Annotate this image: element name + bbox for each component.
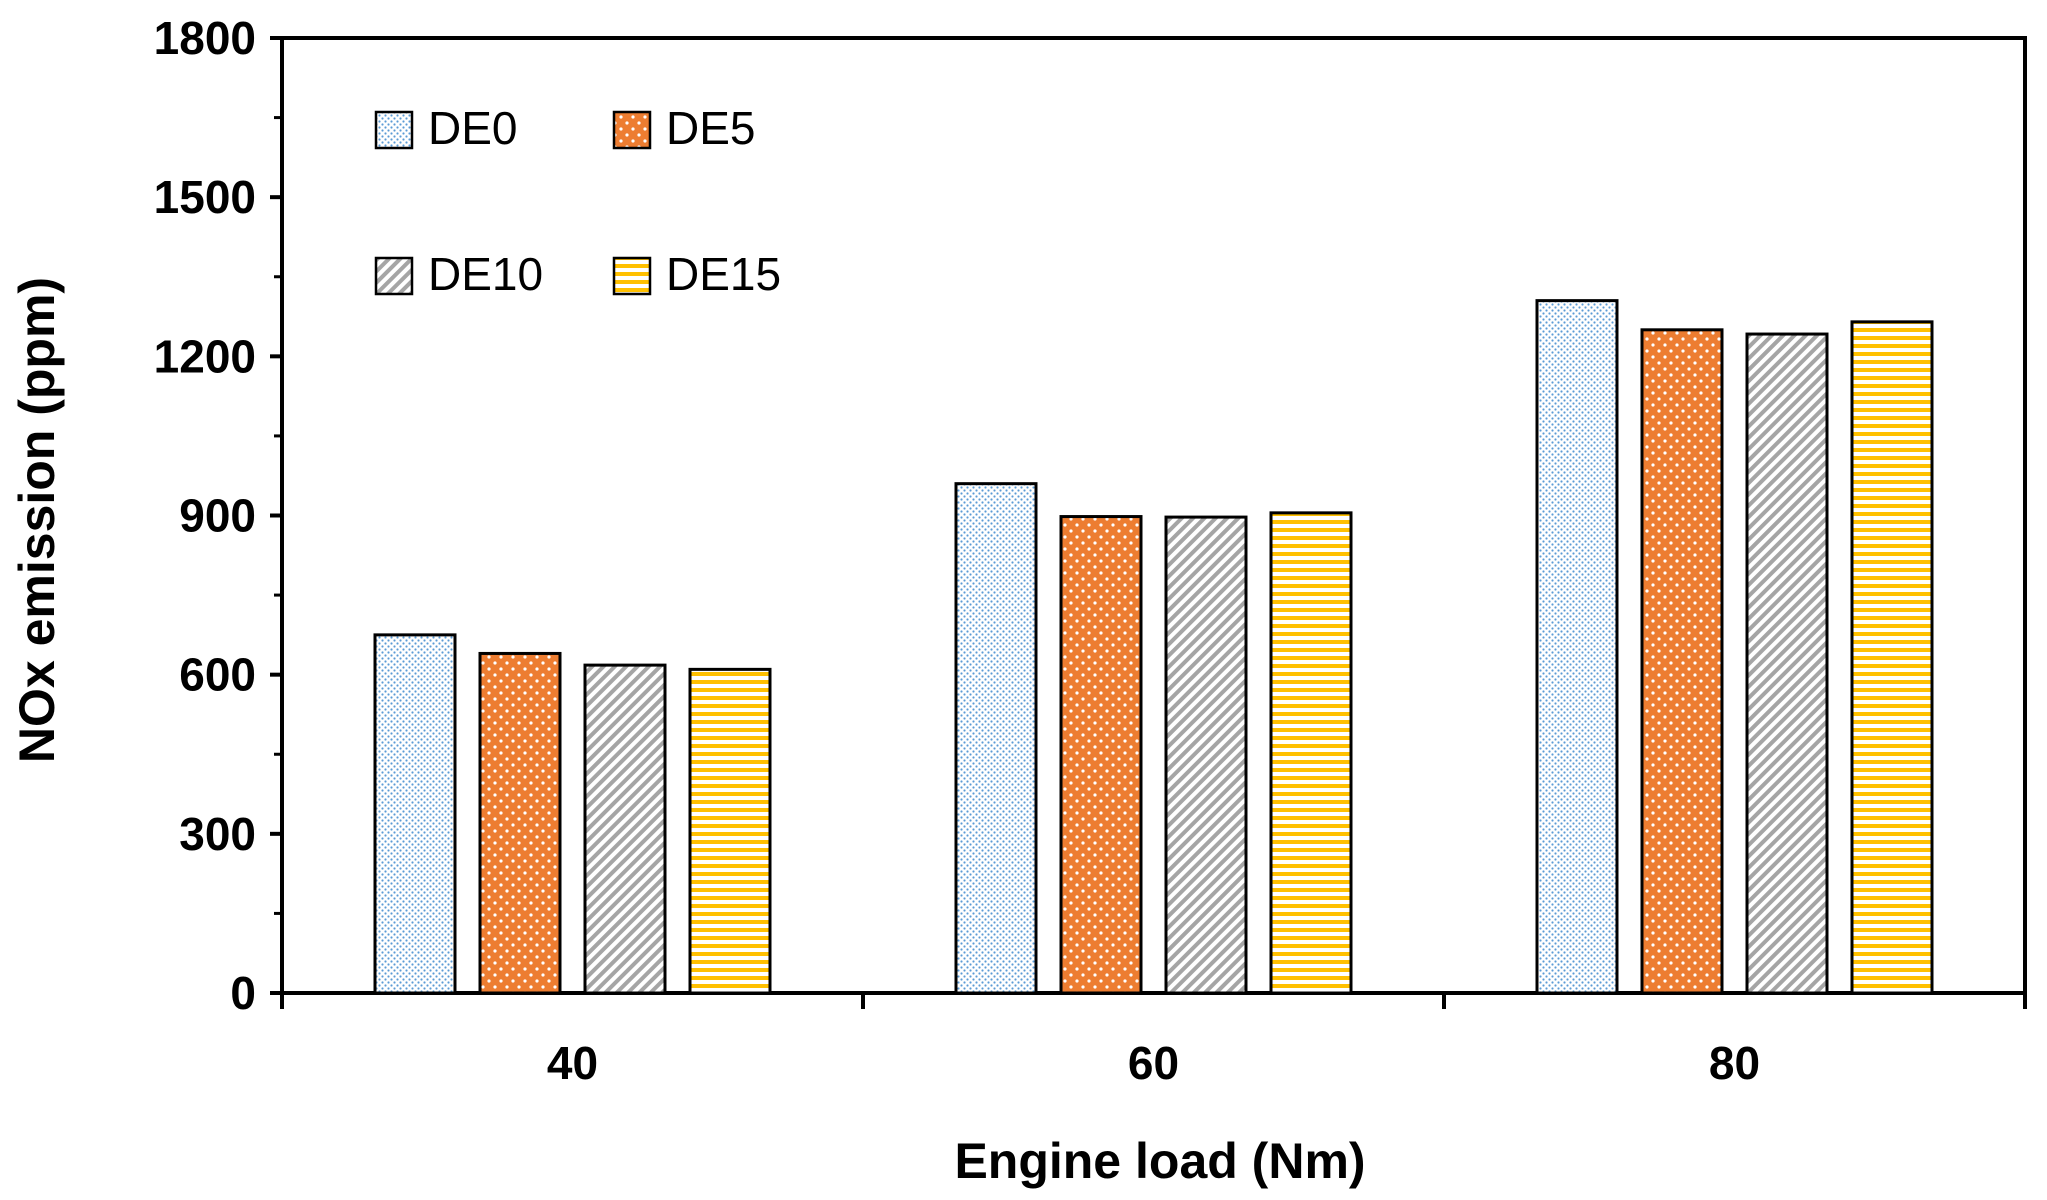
- bar-de0-60: [954, 482, 1038, 995]
- x-tick-label: 40: [547, 1037, 598, 1089]
- x-tick-label: 80: [1709, 1037, 1760, 1089]
- bar-de10-40: [583, 663, 667, 995]
- bar-de15-80: [1850, 320, 1934, 995]
- x-tick-label: 60: [1128, 1037, 1179, 1089]
- legend: DE0 DE5 DE10 DE15: [374, 102, 781, 300]
- legend-swatch: [612, 110, 652, 150]
- bar-de0-80: [1535, 299, 1619, 995]
- y-axis-title: NOx emission (ppm): [9, 277, 65, 763]
- x-axis: 40 60 80: [280, 993, 2027, 1089]
- legend-label: DE0: [428, 102, 517, 154]
- bar-de15-60: [1269, 511, 1353, 995]
- bar-de15-40: [688, 667, 772, 995]
- legend-label: DE10: [428, 248, 543, 300]
- bar-de5-80: [1640, 328, 1724, 995]
- bar-de0-40: [373, 633, 457, 995]
- y-tick-label: 1200: [154, 330, 256, 382]
- legend-label: DE5: [666, 102, 755, 154]
- legend-label: DE15: [666, 248, 781, 300]
- legend-item-de10: DE10: [374, 248, 543, 300]
- y-tick-label: 1800: [154, 12, 256, 64]
- legend-item-de5: DE5: [612, 102, 755, 154]
- y-axis: 0 300 600 900 1200 1500 1800: [154, 12, 282, 1019]
- legend-item-de15: DE15: [612, 248, 781, 300]
- y-tick-label: 0: [230, 967, 256, 1019]
- bar-de5-40: [478, 651, 562, 995]
- y-tick-label: 1500: [154, 171, 256, 223]
- legend-swatch: [374, 256, 414, 296]
- legend-swatch: [374, 110, 414, 150]
- y-tick-label: 600: [179, 649, 256, 701]
- bar-de5-60: [1059, 515, 1143, 995]
- bar-de10-60: [1164, 515, 1248, 995]
- bar-de10-80: [1745, 332, 1829, 995]
- legend-swatch: [612, 256, 652, 296]
- y-tick-label: 300: [179, 808, 256, 860]
- bars-group: [373, 299, 1934, 995]
- legend-item-de0: DE0: [374, 102, 517, 154]
- x-axis-title: Engine load (Nm): [954, 1133, 1365, 1189]
- y-tick-label: 900: [179, 490, 256, 542]
